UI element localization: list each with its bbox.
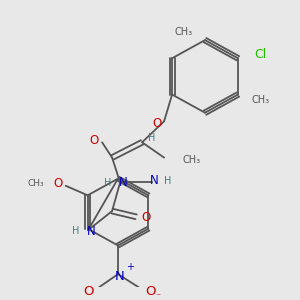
Text: N: N — [115, 269, 125, 283]
Text: N: N — [119, 176, 128, 189]
Text: H: H — [104, 178, 112, 188]
Text: N: N — [150, 174, 158, 187]
Text: O: O — [142, 211, 151, 224]
Text: Cl: Cl — [254, 48, 266, 61]
Text: +: + — [126, 262, 134, 272]
Text: N: N — [87, 225, 95, 238]
Text: CH₃: CH₃ — [252, 95, 270, 105]
Text: ⁻: ⁻ — [155, 292, 160, 300]
Text: CH₃: CH₃ — [175, 28, 193, 38]
Text: CH₃: CH₃ — [182, 154, 200, 164]
Text: H: H — [72, 226, 80, 236]
Text: O: O — [152, 117, 162, 130]
Text: O: O — [83, 285, 93, 298]
Text: H: H — [148, 133, 156, 142]
Text: O: O — [145, 285, 155, 298]
Text: H: H — [164, 176, 172, 187]
Text: CH₃: CH₃ — [27, 179, 44, 188]
Text: O: O — [89, 134, 99, 147]
Text: O: O — [53, 177, 62, 190]
